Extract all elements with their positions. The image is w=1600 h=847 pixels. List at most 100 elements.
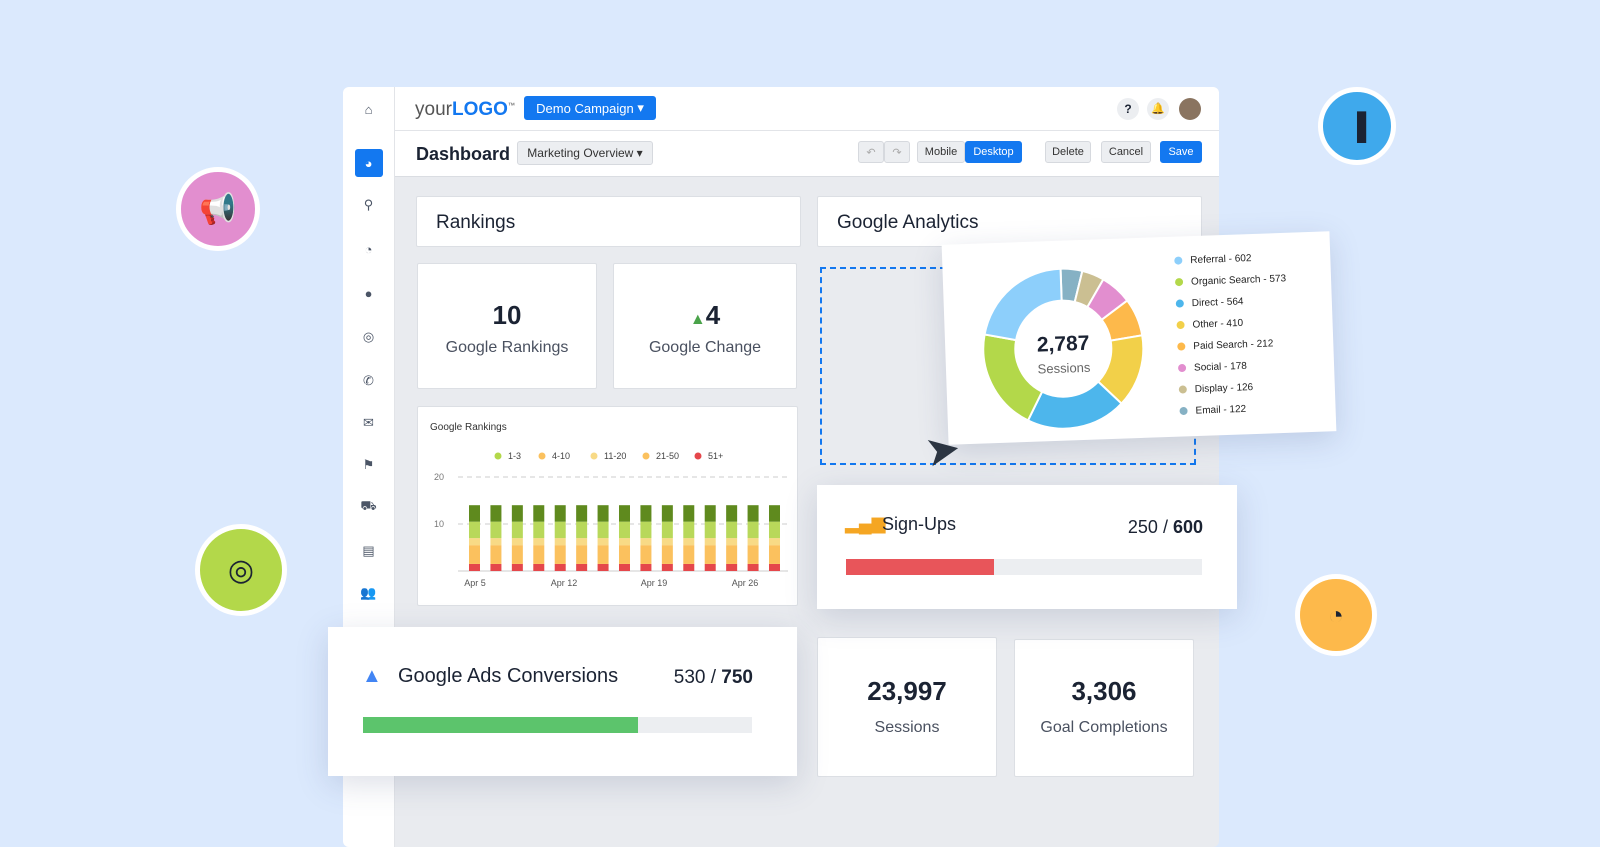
redo-icon[interactable]: ↷: [884, 141, 910, 163]
bar-segment-11-20: [747, 538, 759, 546]
save-button[interactable]: Save: [1160, 141, 1202, 163]
mail-icon[interactable]: ✉: [363, 415, 374, 430]
home-icon[interactable]: ⌂: [364, 101, 373, 117]
search-icon[interactable]: ⚲: [363, 197, 374, 212]
rankings-chart-card: Google Rankings 1-3 4-10 11-20 21-50 51+ 10 20 A…: [417, 406, 798, 606]
rankings-title: Rankings: [436, 212, 516, 233]
donut-slice: [982, 333, 1044, 422]
legend-label: 1-3: [508, 451, 521, 461]
cart-icon[interactable]: ⛟: [360, 498, 377, 513]
bar-segment-21-50: [490, 545, 502, 564]
bar-segment-21-50: [661, 545, 673, 564]
bar-segment-21-50: [576, 545, 588, 564]
y-tick-label: 20: [434, 472, 444, 482]
legend-label: 21-50: [656, 451, 679, 461]
dashboard-toolbar: Dashboard Marketing Overview ▾ ↶ ↷ Mobil…: [395, 131, 1219, 177]
bar-segment-4-10: [469, 521, 480, 539]
megaphone-icon: 📢: [199, 192, 237, 226]
legend-marker: [642, 452, 650, 460]
stat-value: 3,306: [1071, 676, 1137, 706]
y-tick-label: 10: [434, 519, 444, 529]
file-icon[interactable]: ▤: [362, 543, 375, 558]
ads-progress: [363, 717, 752, 733]
chat-icon[interactable]: ●: [364, 285, 373, 301]
legend-marker: [1179, 406, 1188, 415]
bar-segment-21-50: [469, 545, 480, 564]
signups-progress: [846, 559, 1202, 575]
avatar[interactable]: [1179, 98, 1201, 120]
bar-segment-51+: [533, 563, 545, 571]
bar-segment-11-20: [597, 538, 609, 546]
view-dropdown[interactable]: Marketing Overview ▾: [517, 141, 653, 165]
bar-segment-11-20: [661, 538, 673, 546]
signups-card: ▂▄▆ Sign-Ups 250 / 600: [817, 485, 1237, 609]
bar-segment-51+: [490, 563, 502, 571]
legend-marker: [590, 452, 598, 460]
bar-segment-51+: [640, 563, 652, 571]
bar-segment-4-10: [683, 521, 695, 539]
bar-segment-51+: [511, 563, 523, 571]
donut-center-label: Sessions: [1037, 360, 1091, 377]
bar-segment-1-3: [769, 505, 780, 522]
x-tick-label: Apr 12: [551, 578, 578, 588]
bar-segment-11-20: [726, 538, 738, 546]
bar-segment-11-20: [704, 538, 716, 546]
bar-segment-4-10: [554, 521, 566, 539]
legend-label: Organic Search - 573: [1191, 273, 1287, 287]
bar-segment-51+: [683, 563, 695, 571]
bar-segment-21-50: [533, 545, 545, 564]
legend-marker: [538, 452, 546, 460]
bar-segment-1-3: [683, 505, 695, 522]
mobile-toggle[interactable]: Mobile: [917, 141, 965, 163]
bar-segment-11-20: [469, 538, 480, 546]
bar-segment-4-10: [640, 521, 652, 539]
campaign-dropdown[interactable]: Demo Campaign ▾: [524, 96, 656, 120]
bar-segment-21-50: [683, 545, 695, 564]
phone-icon[interactable]: ✆: [363, 373, 374, 388]
pie-chart-icon[interactable]: ◔: [364, 241, 373, 257]
bar-segment-1-3: [640, 505, 652, 522]
bar-segment-4-10: [533, 521, 545, 539]
legend-marker: [694, 452, 702, 460]
legend-label: Social - 178: [1194, 361, 1248, 374]
location-icon[interactable]: ⚑: [362, 457, 375, 472]
legend-label: 4-10: [552, 451, 570, 461]
bar-segment-4-10: [597, 521, 609, 539]
bar-segment-21-50: [640, 545, 652, 564]
bar-segment-21-50: [769, 545, 780, 564]
bar-segment-11-20: [576, 538, 588, 546]
legend-marker: [1175, 278, 1184, 287]
help-button[interactable]: ?: [1117, 98, 1139, 120]
bar-segment-11-20: [619, 538, 630, 546]
bar-segment-51+: [469, 563, 480, 571]
seo-icon[interactable]: ◎: [362, 329, 375, 344]
delete-button[interactable]: Delete: [1045, 141, 1091, 163]
x-tick-label: Apr 26: [732, 578, 759, 588]
undo-icon[interactable]: ↶: [858, 141, 884, 163]
bar-segment-21-50: [554, 545, 566, 564]
bell-icon[interactable]: 🔔: [1147, 98, 1169, 120]
cancel-button[interactable]: Cancel: [1101, 141, 1151, 163]
users-icon[interactable]: 👥: [360, 585, 377, 600]
bar-segment-51+: [747, 563, 759, 571]
bar-segment-11-20: [683, 538, 695, 546]
analytics-icon: ▂▄▆: [845, 513, 886, 533]
desktop-toggle[interactable]: Desktop: [965, 141, 1022, 163]
stat-label: Sessions: [874, 719, 940, 736]
target-icon: ◎: [227, 553, 255, 587]
bar-segment-51+: [597, 563, 609, 571]
legend-marker: [1176, 321, 1185, 330]
bar-segment-4-10: [769, 521, 780, 539]
bar-segment-51+: [704, 563, 716, 571]
stat-value: 10: [492, 300, 522, 330]
gauge-badge: ◔: [1295, 574, 1377, 656]
dashboard-icon[interactable]: ◕: [354, 149, 383, 177]
legend-label: Referral - 602: [1190, 253, 1252, 266]
bar-segment-21-50: [511, 545, 523, 564]
legend-marker: [1174, 256, 1183, 265]
bar-segment-1-3: [661, 505, 673, 522]
bar-segment-1-3: [619, 505, 630, 522]
x-tick-label: Apr 5: [464, 578, 486, 588]
bar-segment-4-10: [576, 521, 588, 539]
megaphone-badge: 📢: [176, 167, 260, 251]
